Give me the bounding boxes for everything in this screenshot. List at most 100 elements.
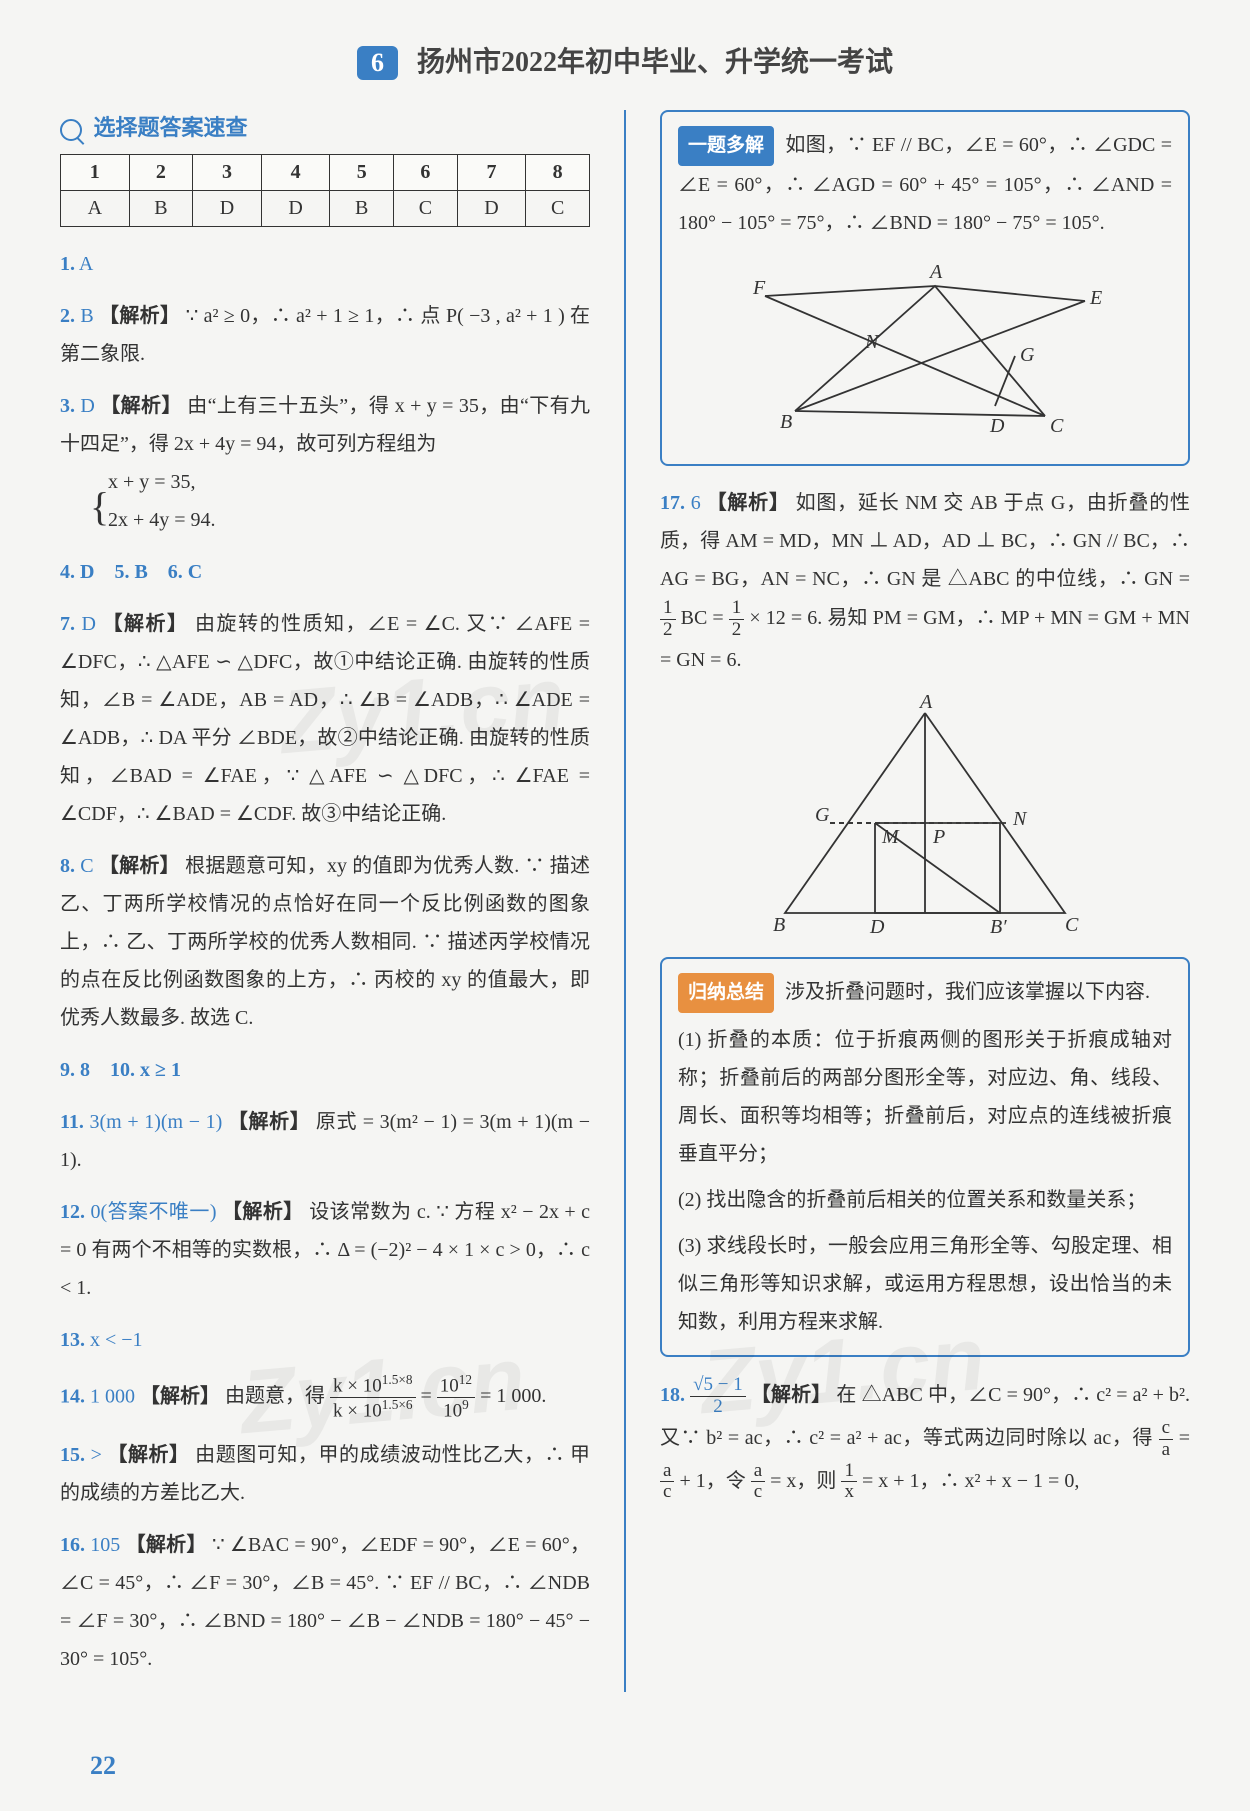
th: 4 xyxy=(261,155,330,191)
question-16: 16. 105 【解析】 ∵ ∠BAC = 90°，∠EDF = 90°，∠E … xyxy=(60,1526,590,1678)
td: D xyxy=(261,191,330,227)
pt-D: D xyxy=(989,415,1005,436)
q-body: 由题意，得 k × 101.5×8k × 101.5×6 = 1012109 =… xyxy=(225,1385,546,1407)
q-num: 16. xyxy=(60,1534,85,1556)
analysis-tag: 【解析】 xyxy=(222,1201,304,1223)
td: A xyxy=(61,191,130,227)
q-ans: D xyxy=(82,613,96,635)
td: B xyxy=(330,191,394,227)
analysis-tag: 【解析】 xyxy=(102,613,188,635)
analysis-tag: 【解析】 xyxy=(100,395,182,417)
q-ans: 105 xyxy=(90,1534,120,1556)
th: 5 xyxy=(330,155,394,191)
pt: M xyxy=(881,826,900,848)
multi-solution-box: 一题多解 如图，∵ EF // BC，∠E = 60°，∴ ∠GDC = ∠E … xyxy=(660,110,1190,466)
q-num: 8. xyxy=(60,855,75,877)
content-columns: 选择题答案速查 1 2 3 4 5 6 7 8 A B D D B C D C xyxy=(60,110,1190,1692)
q-ans: B xyxy=(80,305,93,327)
q-ans: 1 000 xyxy=(90,1385,135,1407)
answer-table: 1 2 3 4 5 6 7 8 A B D D B C D C xyxy=(60,154,590,227)
question-12: 12. 0(答案不唯一) 【解析】 设该常数为 c. ∵ 方程 x² − 2x … xyxy=(60,1193,590,1307)
q-num: 14. xyxy=(60,1385,85,1407)
analysis-tag: 【解析】 xyxy=(99,305,180,327)
q-num: 15. xyxy=(60,1444,85,1466)
td: B xyxy=(129,191,193,227)
column-divider xyxy=(624,110,626,1692)
box-intro: 涉及折叠问题时，我们应该掌握以下内容. xyxy=(785,981,1150,1003)
q-num: 11. xyxy=(60,1111,84,1133)
table-row: 1 2 3 4 5 6 7 8 xyxy=(61,155,590,191)
th: 7 xyxy=(457,155,526,191)
page-header: 6 扬州市2022年初中毕业、升学统一考试 xyxy=(60,40,1190,80)
q-num: 17. xyxy=(660,492,685,514)
section-badge: 6 xyxy=(357,46,398,80)
q-num: 12. xyxy=(60,1201,85,1223)
pt-G: G xyxy=(1020,344,1035,366)
magnifier-icon xyxy=(60,119,82,141)
q-ans: 0(答案不唯一) xyxy=(90,1201,216,1223)
th: 1 xyxy=(61,155,130,191)
box-p2: (2) 找出隐含的折叠前后相关的位置关系和数量关系； xyxy=(678,1181,1172,1219)
pt: N xyxy=(1012,808,1028,830)
box-p1: (1) 折叠的本质：位于折痕两侧的图形关于折痕成轴对称；折叠前后的两部分图形全等… xyxy=(678,1021,1172,1173)
pt-F: F xyxy=(752,277,766,299)
question-3: 3. D 【解析】 由“上有三十五头”，得 x + y = 35，由“下有九十四… xyxy=(60,387,590,539)
q-ans: 3(m + 1)(m − 1) xyxy=(90,1111,223,1133)
box-title: 一题多解 xyxy=(678,126,774,166)
q-ans: A xyxy=(79,253,93,275)
page-number: 22 xyxy=(90,1751,116,1781)
q-ans: > xyxy=(91,1444,102,1466)
question-4-5-6: 4. D 5. B 6. C xyxy=(60,553,590,591)
q-num: 13. xyxy=(60,1329,85,1351)
pt: C xyxy=(1065,914,1079,936)
q-body: 如图，延长 NM 交 AB 于点 G，由折叠的性质，得 AM = MD，MN ⊥… xyxy=(660,492,1190,671)
th: 8 xyxy=(526,155,590,191)
analysis-tag: 【解析】 xyxy=(99,855,180,877)
q-body: 由旋转的性质知，∠E = ∠C. 又∵ ∠AFE = ∠DFC，∴ △AFE ∽… xyxy=(60,613,590,825)
q-ans: √5 − 12 xyxy=(690,1384,746,1406)
q-multi: 9. 8 10. x ≥ 1 xyxy=(60,1059,181,1081)
td: D xyxy=(193,191,262,227)
q-num: 7. xyxy=(60,613,75,635)
q-body: 根据题意可知，xy 的值即为优秀人数. ∵ 描述乙、丁两所学校情况的点恰好在同一… xyxy=(60,855,590,1029)
question-17: 17. 6 【解析】 如图，延长 NM 交 AB 于点 G，由折叠的性质，得 A… xyxy=(660,484,1190,943)
question-14: 14. 1 000 【解析】 由题意，得 k × 101.5×8k × 101.… xyxy=(60,1373,590,1422)
pt: A xyxy=(918,693,933,713)
right-column: 一题多解 如图，∵ EF // BC，∠E = 60°，∴ ∠GDC = ∠E … xyxy=(660,110,1190,1692)
left-column: 选择题答案速查 1 2 3 4 5 6 7 8 A B D D B C D C xyxy=(60,110,590,1692)
box-title: 归纳总结 xyxy=(678,973,774,1013)
sys-line: x + y = 35, xyxy=(108,463,590,501)
question-1: 1. A xyxy=(60,245,590,283)
analysis-tag: 【解析】 xyxy=(126,1534,207,1556)
q-num: 3. xyxy=(60,395,75,417)
question-13: 13. x < −1 xyxy=(60,1321,590,1359)
summary-box: 归纳总结 涉及折叠问题时，我们应该掌握以下内容. (1) 折叠的本质：位于折痕两… xyxy=(660,957,1190,1357)
th: 2 xyxy=(129,155,193,191)
question-7: 7. D 【解析】 由旋转的性质知，∠E = ∠C. 又∵ ∠AFE = ∠DF… xyxy=(60,605,590,833)
analysis-tag: 【解析】 xyxy=(107,1444,189,1466)
quick-answer-title: 选择题答案速查 xyxy=(60,110,590,142)
pt: G xyxy=(815,804,830,826)
page-title: 扬州市2022年初中毕业、升学统一考试 xyxy=(417,47,893,78)
q-multi: 4. D 5. B 6. C xyxy=(60,561,202,583)
question-2: 2. B 【解析】 ∵ a² ≥ 0，∴ a² + 1 ≥ 1，∴ 点 P( −… xyxy=(60,297,590,373)
q-ans: C xyxy=(80,855,93,877)
question-15: 15. > 【解析】 由题图可知，甲的成绩波动性比乙大，∴ 甲的成绩的方差比乙大… xyxy=(60,1436,590,1512)
q-ans: 6 xyxy=(691,492,701,514)
sys-line: 2x + 4y = 94. xyxy=(108,501,590,539)
pt-E: E xyxy=(1089,287,1102,309)
td: D xyxy=(457,191,526,227)
equation-system: { x + y = 35, 2x + 4y = 94. xyxy=(90,463,590,539)
q-ans: D xyxy=(80,395,94,417)
analysis-tag: 【解析】 xyxy=(751,1384,831,1406)
th: 6 xyxy=(394,155,458,191)
analysis-tag: 【解析】 xyxy=(707,492,790,514)
pt-A: A xyxy=(928,261,943,283)
table-row: A B D D B C D C xyxy=(61,191,590,227)
td: C xyxy=(526,191,590,227)
pt: B′ xyxy=(990,916,1007,938)
q-num: 1. xyxy=(60,253,75,275)
quick-title-text: 选择题答案速查 xyxy=(94,115,248,140)
pt-N: N xyxy=(864,331,880,353)
triangle-figure-1: F A E N G B D C xyxy=(735,256,1115,436)
